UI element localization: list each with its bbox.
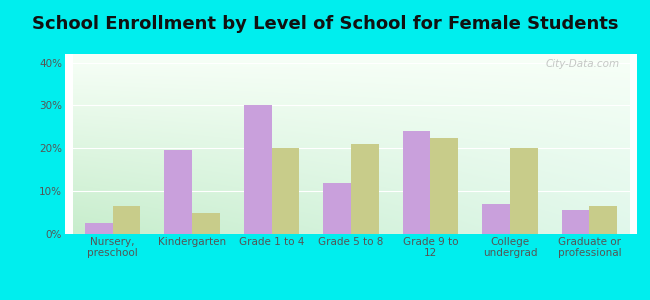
Bar [482, 204, 510, 234]
Bar [244, 105, 272, 234]
Bar [85, 223, 112, 234]
Bar [510, 148, 538, 234]
Bar [562, 210, 590, 234]
Bar [402, 131, 430, 234]
Text: School Enrollment by Level of School for Female Students: School Enrollment by Level of School for… [32, 15, 618, 33]
Bar [323, 183, 351, 234]
Bar [112, 206, 140, 234]
Text: City-Data.com: City-Data.com [546, 59, 620, 69]
Bar [272, 148, 300, 234]
Bar [351, 144, 379, 234]
Bar [590, 206, 617, 234]
Bar [164, 150, 192, 234]
Bar [192, 213, 220, 234]
Bar [430, 138, 458, 234]
